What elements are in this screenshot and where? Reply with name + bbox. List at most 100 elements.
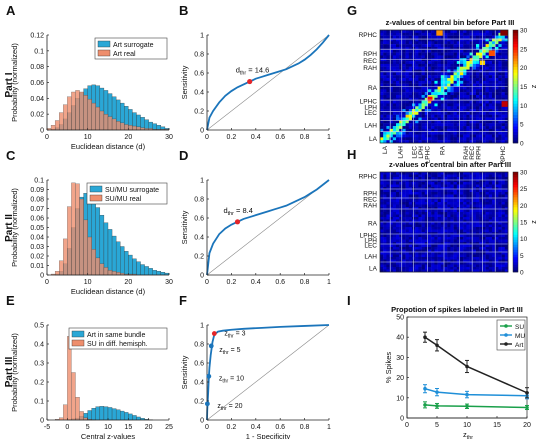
heatmap-cell bbox=[482, 117, 486, 121]
heatmap-cell bbox=[437, 232, 441, 235]
heatmap-cell bbox=[501, 267, 505, 270]
heatmap-cell bbox=[466, 92, 470, 96]
row-label: REC bbox=[363, 197, 377, 204]
heatmap-cell bbox=[402, 66, 406, 70]
heatmap-cell bbox=[472, 106, 477, 110]
heatmap-cell bbox=[408, 52, 413, 56]
heatmap-cell bbox=[415, 174, 419, 178]
heatmap-cell bbox=[504, 63, 509, 67]
heatmap-cell bbox=[402, 202, 406, 205]
heatmap-cell bbox=[380, 254, 384, 258]
heatmap-cell bbox=[396, 237, 400, 240]
heatmap-cell bbox=[380, 267, 384, 270]
heatmap-cell bbox=[418, 259, 422, 263]
heatmap-cell bbox=[415, 66, 419, 70]
y-tick-label: 10 bbox=[396, 395, 404, 402]
heatmap-cell bbox=[418, 269, 422, 273]
heatmap-cell bbox=[402, 269, 406, 273]
heatmap-cell bbox=[444, 134, 448, 138]
heatmap-cell bbox=[463, 204, 467, 208]
heatmap-cell bbox=[456, 242, 461, 245]
heatmap-cell bbox=[460, 131, 464, 135]
heatmap-cell bbox=[469, 264, 473, 268]
heatmap-cell bbox=[383, 189, 387, 193]
row-label: LEC bbox=[364, 110, 377, 117]
heatmap-cell bbox=[504, 194, 509, 198]
heatmap-cell bbox=[434, 103, 438, 107]
heatmap-cell bbox=[472, 89, 477, 93]
heatmap-cell bbox=[415, 187, 419, 190]
heatmap-cell bbox=[399, 212, 403, 215]
heatmap-cell bbox=[405, 75, 409, 79]
heatmap-cell bbox=[450, 239, 454, 243]
heatmap-cell bbox=[498, 63, 502, 67]
heatmap-cell bbox=[428, 252, 432, 255]
heatmap-cell bbox=[460, 32, 464, 36]
heatmap-cell bbox=[440, 239, 445, 243]
heatmap-cell bbox=[472, 217, 477, 220]
heatmap-cell bbox=[447, 237, 451, 240]
heatmap-cell bbox=[402, 80, 406, 84]
heatmap-cell bbox=[463, 69, 467, 73]
heatmap-cell bbox=[498, 247, 502, 250]
heatmap-cell bbox=[453, 177, 457, 180]
heatmap-cell bbox=[501, 262, 505, 265]
heatmap-cell bbox=[485, 131, 489, 135]
heatmap-cell bbox=[492, 212, 496, 215]
heatmap-cell bbox=[396, 32, 400, 36]
heatmap-cell bbox=[447, 182, 451, 185]
heatmap-cell bbox=[453, 89, 457, 93]
heatmap-cell bbox=[463, 259, 467, 263]
heatmap-cell bbox=[469, 194, 473, 198]
heatmap-cell bbox=[428, 63, 432, 67]
heatmap-cell bbox=[501, 63, 505, 67]
heatmap-cell bbox=[389, 269, 393, 273]
heatmap-cell bbox=[495, 239, 499, 243]
heatmap-cell bbox=[424, 75, 429, 79]
heatmap-cell bbox=[412, 244, 416, 248]
heatmap-cell bbox=[482, 187, 486, 190]
heatmap-cell bbox=[466, 114, 470, 118]
colorbar-step bbox=[513, 252, 518, 255]
colorbar-step bbox=[513, 229, 518, 233]
heatmap-cell bbox=[488, 229, 493, 233]
heatmap-cell bbox=[447, 66, 451, 70]
heatmap-cell bbox=[402, 86, 406, 90]
heatmap-cell bbox=[495, 117, 499, 121]
heatmap-cell bbox=[504, 49, 509, 53]
heatmap-cell bbox=[501, 217, 505, 220]
heatmap-cell bbox=[504, 219, 509, 223]
heatmap-cell bbox=[450, 86, 454, 90]
heatmap-cell bbox=[504, 229, 509, 233]
heatmap-cell bbox=[389, 72, 393, 76]
heatmap-cell bbox=[456, 179, 461, 183]
heatmap-cell bbox=[504, 187, 509, 190]
heatmap-cell bbox=[389, 262, 393, 265]
heatmap-cell bbox=[383, 174, 387, 178]
heatmap-cell bbox=[479, 174, 483, 178]
heatmap-cell bbox=[482, 192, 486, 195]
heatmap-cell bbox=[460, 237, 464, 240]
bar bbox=[59, 112, 64, 131]
heatmap-cell bbox=[450, 269, 454, 273]
heatmap-cell bbox=[405, 120, 409, 124]
heatmap-cell bbox=[453, 262, 457, 265]
heatmap-cell bbox=[460, 49, 464, 53]
heatmap-cell bbox=[383, 92, 387, 96]
heatmap-cell bbox=[472, 55, 477, 59]
heatmap-cell bbox=[498, 264, 502, 268]
heatmap-cell bbox=[437, 106, 441, 110]
heatmap-cell bbox=[405, 222, 409, 225]
heatmap-cell bbox=[399, 242, 403, 245]
heatmap-cell bbox=[389, 242, 393, 245]
heatmap-cell bbox=[412, 120, 416, 124]
colorbar-step bbox=[513, 140, 518, 144]
heatmap-cell bbox=[392, 126, 397, 130]
heatmap-cell bbox=[402, 140, 406, 144]
heatmap-cell bbox=[460, 219, 464, 223]
heatmap-cell bbox=[476, 58, 480, 62]
heatmap-cell bbox=[380, 252, 384, 255]
heatmap-cell bbox=[447, 214, 451, 218]
heatmap-cell bbox=[476, 257, 480, 260]
heatmap-cell bbox=[463, 38, 467, 42]
